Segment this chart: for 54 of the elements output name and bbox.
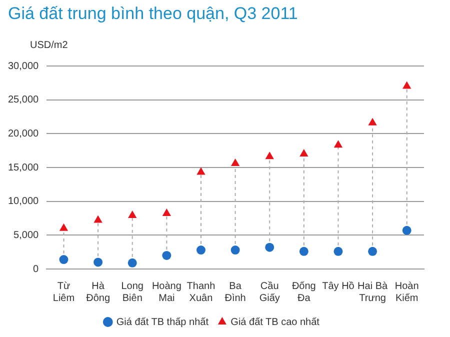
category-label: Thanh: [186, 280, 216, 292]
point: [334, 246, 343, 256]
point: [196, 167, 206, 175]
y-tick-label: 15,000: [8, 162, 40, 174]
chart-title: Giá đất trung bình theo quận, Q3 2011: [8, 4, 298, 24]
point: [300, 148, 308, 156]
y-tick-label: 30,000: [8, 60, 40, 72]
category-label: Trưng: [359, 292, 386, 304]
category-label: Hoàng: [152, 280, 182, 292]
point: [299, 246, 308, 256]
y-axis-title: USD/m2: [30, 40, 68, 51]
point: [128, 258, 137, 268]
point: [368, 246, 378, 256]
y-tick-label: 10,000: [8, 196, 40, 208]
point: [230, 246, 240, 255]
point: [265, 242, 274, 252]
point: [59, 223, 68, 231]
point: [402, 81, 412, 89]
category-label: Từ: [57, 280, 70, 292]
category-label: Hà: [92, 280, 104, 292]
category-label: Đống: [292, 280, 316, 292]
point: [94, 215, 102, 223]
y-tick-label: 0: [33, 264, 40, 275]
category-label: Đa: [298, 292, 310, 304]
y-tick-label: 20,000: [8, 128, 40, 140]
legend-label: Giá đất TB cao nhất: [230, 316, 320, 328]
point: [265, 152, 274, 160]
category-label: Đông: [86, 292, 110, 304]
point: [128, 210, 137, 218]
category-label: Cầu: [260, 280, 279, 292]
legend-label: Giá đất TB thấp nhất: [116, 316, 209, 328]
category-label: Hai Bà: [358, 280, 388, 292]
point: [94, 258, 103, 267]
category-label: Mai: [158, 292, 175, 304]
point: [402, 226, 412, 235]
point: [59, 255, 68, 264]
category-label: Ba: [229, 280, 242, 292]
y-tick-label: 5,000: [14, 230, 40, 241]
category-label: Xuân: [189, 292, 213, 304]
point: [230, 158, 240, 166]
category-label: Liêm: [52, 292, 75, 304]
category-label: Kiếm: [395, 292, 418, 304]
point: [334, 140, 343, 148]
category-label: Hoàn: [394, 280, 419, 292]
category-label: Tây Hồ: [322, 280, 354, 292]
point: [196, 246, 206, 255]
point: [368, 118, 377, 126]
category-label: Biên: [122, 292, 142, 304]
category-label: Long: [121, 280, 144, 292]
category-label: Đình: [224, 292, 246, 304]
point: [162, 250, 172, 260]
y-tick-label: 25,000: [8, 94, 40, 106]
point: [162, 208, 172, 216]
category-label: Giấy: [259, 292, 280, 304]
